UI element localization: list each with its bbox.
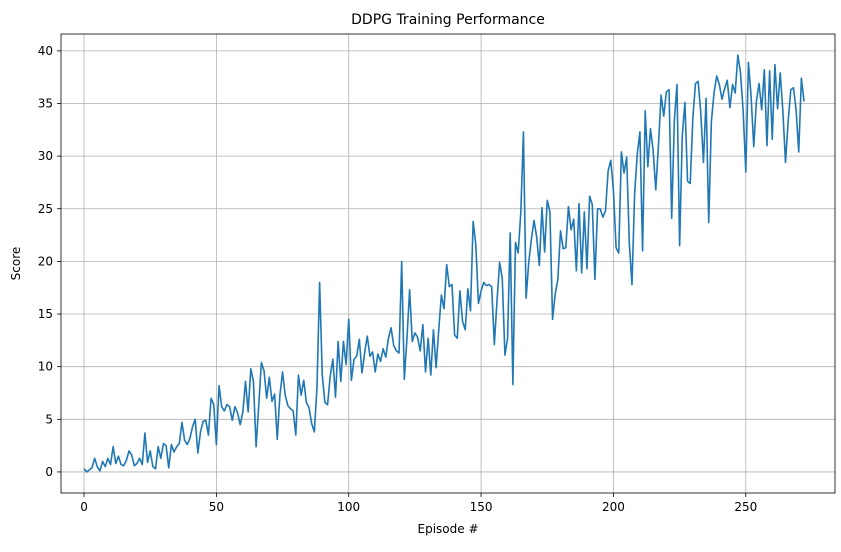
y-tick-label: 10 (38, 360, 53, 374)
y-tick-label: 40 (38, 44, 53, 58)
y-axis-label: Score (9, 247, 23, 281)
x-tick-label: 150 (470, 500, 493, 514)
x-axis-ticks: 0 50 100 150 200 250 (80, 493, 757, 514)
chart-title: DDPG Training Performance (351, 12, 545, 28)
x-tick-label: 250 (734, 500, 757, 514)
x-tick-label: 200 (602, 500, 625, 514)
y-tick-label: 35 (38, 96, 53, 110)
y-axis-ticks: 0 5 10 15 20 25 30 35 40 (38, 44, 61, 479)
y-tick-label: 30 (38, 149, 53, 163)
x-tick-label: 100 (337, 500, 360, 514)
y-tick-label: 25 (38, 202, 53, 216)
x-tick-label: 50 (209, 500, 224, 514)
series-line-0 (83, 54, 805, 473)
y-tick-label: 0 (45, 465, 53, 479)
plot-frame (60, 33, 836, 494)
series-group (83, 54, 805, 473)
y-tick-label: 20 (38, 254, 53, 268)
x-tick-label: 0 (80, 500, 88, 514)
y-tick-label: 5 (45, 412, 53, 426)
y-tick-label: 15 (38, 307, 53, 321)
x-axis-label: Episode # (418, 522, 479, 536)
